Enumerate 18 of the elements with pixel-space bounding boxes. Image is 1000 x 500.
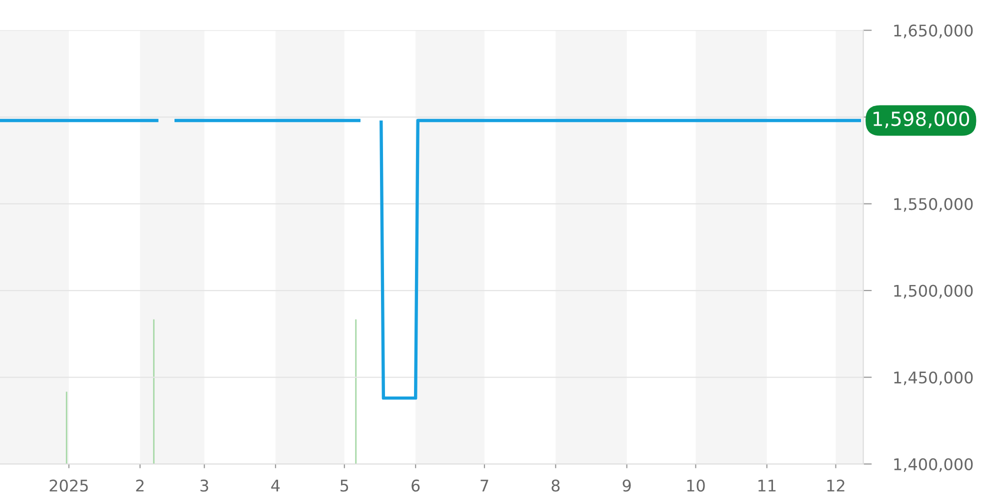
x-tick-label: 5 bbox=[340, 480, 348, 492]
y-tick-label: 1,650,000 bbox=[894, 24, 973, 38]
x-tick-label: 8 bbox=[552, 480, 560, 492]
x-tick-label: 4 bbox=[271, 480, 280, 492]
x-tick-label: 11 bbox=[758, 480, 776, 492]
x-tick-label: 9 bbox=[622, 480, 631, 492]
y-tick-label: 1,450,000 bbox=[894, 371, 973, 386]
y-tick-label: 1,550,000 bbox=[894, 198, 973, 212]
y-tick-label: 1,500,000 bbox=[894, 284, 973, 298]
x-tick-label: 2 bbox=[136, 480, 144, 492]
annotation: 1,598,000 bbox=[874, 111, 970, 128]
x-tick-label: 3 bbox=[200, 480, 208, 492]
x-tick-label: 12 bbox=[827, 480, 844, 492]
y-tick-label: 1,400,000 bbox=[894, 458, 973, 472]
x-tick-label: 6 bbox=[412, 480, 420, 492]
x-tick-label: 10 bbox=[687, 480, 705, 492]
x-tick-label: 7 bbox=[480, 480, 488, 492]
x-tick-label: 2025 bbox=[50, 480, 88, 492]
